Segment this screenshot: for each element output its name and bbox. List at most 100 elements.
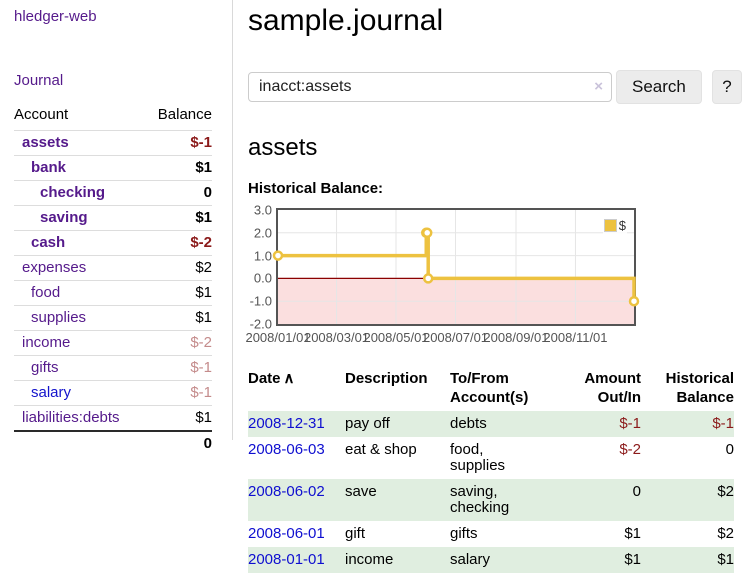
transaction-date-link[interactable]: 2008-12-31: [248, 415, 325, 432]
search-input-wrap: ×: [248, 72, 612, 102]
x-axis-tick: 2008/07/01: [422, 330, 489, 345]
clear-search-icon[interactable]: ×: [594, 78, 603, 95]
sidebar-item-journal[interactable]: Journal: [14, 72, 64, 89]
y-axis-tick: -1.0: [249, 293, 272, 309]
transactions-body: 2008-12-31 pay off debts $-1 $-1 2008-06-03 ea…: [248, 411, 734, 573]
legend-label: $: [618, 218, 626, 233]
accounts-header-balance: Balance: [157, 106, 212, 123]
transaction-accounts: gifts: [450, 525, 478, 542]
app-brand-link[interactable]: hledger-web: [14, 8, 97, 25]
y-axis-tick: -2.0: [249, 316, 272, 332]
account-row: cash $-2: [14, 230, 212, 256]
sort-asc-icon: ∧: [283, 370, 295, 387]
account-row: supplies $1: [14, 305, 212, 331]
sidebar: hledger-web Journal Account Balance asse…: [0, 0, 233, 452]
accounts-total-value: 0: [203, 435, 212, 452]
chart-plot-area: $: [272, 208, 640, 326]
account-row: assets $-1: [14, 130, 212, 156]
transactions-header-row: Date ∧ Description To/From Account(s) Amount…: [248, 369, 734, 411]
transaction-date-link[interactable]: 2008-06-03: [248, 441, 325, 458]
x-axis-tick: 2008/03/01: [303, 330, 370, 345]
account-balance: $-1: [190, 359, 212, 376]
transaction-row: 2008-12-31 pay off debts $-1 $-1: [248, 411, 734, 437]
account-link-bank[interactable]: bank: [31, 159, 67, 176]
transaction-accounts: food, supplies: [450, 441, 506, 474]
account-link-assets[interactable]: assets: [22, 134, 69, 151]
transaction-date-link[interactable]: 2008-01-01: [248, 551, 325, 568]
transaction-amount: $1: [624, 525, 641, 542]
transaction-description: gift: [345, 525, 366, 542]
account-link-salary[interactable]: salary: [31, 384, 72, 401]
account-balance: $2: [195, 259, 212, 276]
account-balance: $1: [195, 309, 212, 326]
transaction-date-link[interactable]: 2008-06-01: [248, 525, 325, 542]
transactions-header-2[interactable]: To/From Account(s): [450, 370, 529, 406]
transaction-balance: $1: [717, 551, 734, 568]
chart-legend: $: [602, 217, 627, 234]
transactions-header-4[interactable]: Historical Balance: [665, 370, 734, 406]
transaction-date-link[interactable]: 2008-06-02: [248, 483, 325, 500]
account-row: bank $1: [14, 155, 212, 181]
account-link-income[interactable]: income: [22, 334, 71, 351]
accounts-total-row: 0: [14, 431, 212, 456]
account-heading: assets: [248, 134, 318, 161]
transactions-header-3[interactable]: Amount Out/In: [584, 370, 641, 406]
y-axis-tick: 2.0: [253, 225, 272, 241]
account-link-liabilities-debts[interactable]: liabilities:debts: [22, 409, 120, 426]
transaction-balance: $-1: [712, 415, 734, 432]
search-input[interactable]: [248, 72, 612, 102]
transaction-accounts: debts: [450, 415, 487, 432]
y-axis-tick: 1.0: [253, 248, 272, 264]
account-link-saving[interactable]: saving: [40, 209, 88, 226]
chart-label: Historical Balance:: [248, 180, 384, 197]
transaction-row: 2008-01-01 income salary $1 $1: [248, 547, 734, 573]
transactions-header-0[interactable]: Date ∧: [248, 370, 295, 387]
transactions-table: Date ∧ Description To/From Account(s) Amount…: [248, 369, 734, 573]
transaction-accounts: salary: [450, 551, 491, 568]
account-balance: $1: [195, 209, 212, 226]
account-link-expenses[interactable]: expenses: [22, 259, 87, 276]
account-row: checking 0: [14, 180, 212, 206]
account-row: saving $1: [14, 205, 212, 231]
accounts-header-account: Account: [14, 106, 69, 123]
transaction-balance: 0: [725, 441, 734, 458]
account-balance: 0: [203, 184, 212, 201]
account-link-checking[interactable]: checking: [40, 184, 106, 201]
transaction-accounts: saving, checking: [450, 483, 510, 516]
transaction-description: pay off: [345, 415, 390, 432]
account-balance: $-1: [190, 134, 212, 151]
transaction-description: save: [345, 483, 377, 500]
transaction-description: income: [345, 551, 394, 568]
transaction-row: 2008-06-02 save saving, checking 0 $2: [248, 479, 734, 521]
search-button[interactable]: Search: [616, 70, 702, 104]
main-content: sample.journal × Search ? assets Histori…: [245, 0, 742, 573]
transaction-description: eat & shop: [345, 441, 417, 458]
legend-swatch-icon: [603, 219, 617, 232]
y-axis-tick: 0.0: [253, 270, 272, 286]
account-balance: $1: [195, 159, 212, 176]
account-balance: $1: [195, 284, 212, 301]
transaction-amount: $-2: [619, 441, 641, 458]
account-row: expenses $2: [14, 255, 212, 281]
accounts-body: assets $-1 bank $1 checking 0 saving $1 cash $-2 e…: [14, 130, 212, 457]
transaction-row: 2008-06-03 eat & shop food, supplies $-2 0: [248, 437, 734, 479]
account-link-gifts[interactable]: gifts: [31, 359, 59, 376]
account-row: salary $-1: [14, 380, 212, 406]
page-title: sample.journal: [248, 4, 444, 37]
search-form: × Search ?: [248, 70, 742, 104]
account-balance: $-2: [190, 234, 212, 251]
help-button[interactable]: ?: [711, 70, 742, 104]
y-axis-tick: 3.0: [253, 202, 272, 218]
account-link-food[interactable]: food: [31, 284, 61, 301]
historical-balance-chart: $ 3.0 2.0 1.0 0.0 -1.0 -2.0 2008/01/01 2008/03/…: [245, 202, 640, 347]
account-row: food $1: [14, 280, 212, 306]
transactions-header-1[interactable]: Description: [345, 370, 428, 387]
transaction-amount: $-1: [619, 415, 641, 432]
transaction-amount: 0: [632, 483, 641, 500]
account-link-cash[interactable]: cash: [31, 234, 66, 251]
account-row: gifts $-1: [14, 355, 212, 381]
account-row: income $-2: [14, 330, 212, 356]
account-link-supplies[interactable]: supplies: [31, 309, 87, 326]
x-axis-tick: 2008/09/01: [483, 330, 549, 345]
x-axis-tick: 2008/05/01: [363, 330, 429, 345]
